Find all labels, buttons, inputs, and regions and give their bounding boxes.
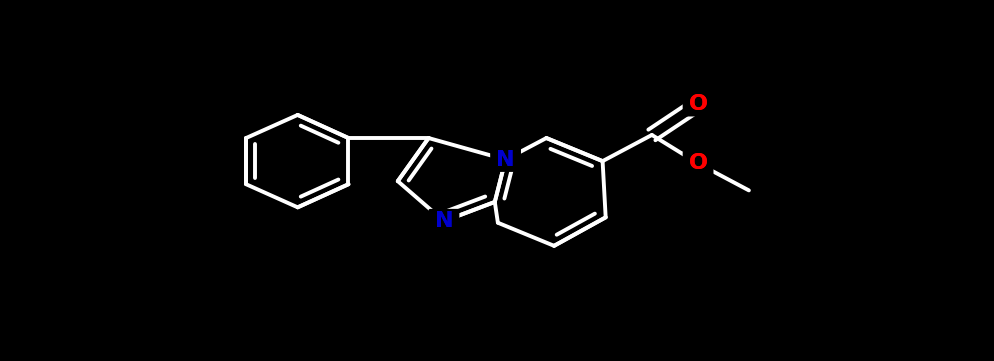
FancyBboxPatch shape: [683, 92, 714, 117]
Text: N: N: [434, 211, 453, 231]
Text: O: O: [689, 153, 708, 173]
Text: N: N: [496, 149, 515, 170]
Text: N: N: [434, 211, 453, 231]
Text: O: O: [689, 94, 708, 114]
Text: O: O: [689, 153, 708, 173]
FancyBboxPatch shape: [428, 209, 459, 234]
FancyBboxPatch shape: [490, 147, 521, 172]
FancyBboxPatch shape: [683, 151, 714, 176]
Text: N: N: [496, 149, 515, 170]
Text: O: O: [689, 94, 708, 114]
